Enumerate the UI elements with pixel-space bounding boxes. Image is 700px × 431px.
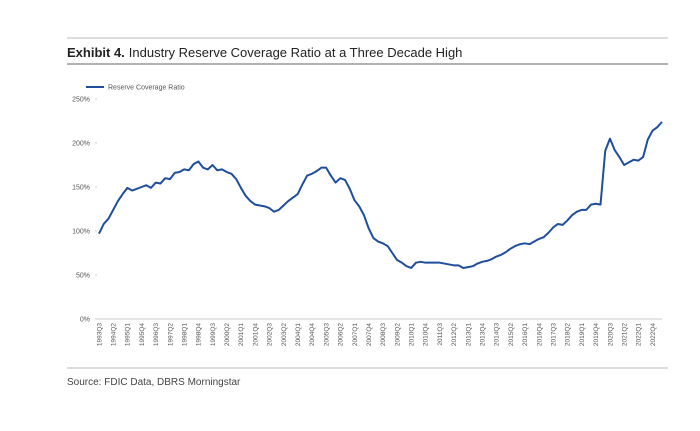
- x-tick-label: 1994Q2: [110, 323, 117, 347]
- x-tick-label: 1998Q4: [196, 323, 203, 347]
- y-tick-label: 0%: [80, 317, 90, 324]
- x-tick-label: 2006Q2: [338, 323, 345, 347]
- x-tick-label: 2009Q2: [394, 323, 401, 347]
- x-tick-label: 2014Q3: [494, 323, 501, 347]
- x-tick-label: 2000Q2: [224, 323, 231, 347]
- exhibit-label: Exhibit 4.: [67, 45, 125, 60]
- y-tick-label: 100%: [72, 229, 90, 236]
- x-tick-label: 2001Q4: [252, 323, 259, 347]
- y-tick-label: 50%: [76, 273, 90, 280]
- x-tick-label: 2010Q1: [409, 323, 416, 347]
- x-tick-label: 2001Q1: [238, 323, 245, 347]
- x-tick-label: 2016Q4: [536, 323, 543, 347]
- x-tick-label: 2012Q2: [451, 323, 458, 347]
- x-tick-label: 2018Q2: [565, 323, 572, 347]
- x-tick-label: 2010Q4: [423, 323, 430, 347]
- x-tick-label: 2013Q1: [465, 323, 472, 347]
- x-tick-label: 1995Q4: [139, 323, 146, 347]
- x-tick-label: 2011Q3: [437, 323, 444, 346]
- x-tick-label: 2022Q1: [636, 323, 643, 347]
- x-tick-label: 2020Q3: [607, 323, 614, 347]
- x-tick-label: 2004Q1: [295, 323, 302, 347]
- x-tick-label: 2004Q4: [309, 323, 316, 347]
- x-tick-label: 2005Q3: [323, 323, 330, 347]
- y-tick-label: 250%: [72, 97, 90, 104]
- x-tick-label: 2019Q4: [593, 323, 600, 347]
- x-tick-label: 2013Q4: [480, 323, 487, 347]
- x-tick-label: 1995Q1: [125, 323, 132, 347]
- legend-label: Reserve Coverage Ratio: [108, 85, 185, 92]
- x-tick-label: 2008Q3: [380, 323, 387, 347]
- source: Source: FDIC Data, DBRS Morningstar: [67, 377, 241, 388]
- x-tick-label: 2022Q4: [650, 323, 657, 347]
- y-tick-label: 200%: [72, 141, 90, 148]
- x-tick-label: 2015Q2: [508, 323, 515, 347]
- x-tick-label: 1998Q1: [181, 323, 188, 347]
- x-tick-label: 1997Q2: [167, 323, 174, 347]
- x-tick-label: 2002Q3: [267, 323, 274, 347]
- x-tick-label: 1996Q3: [153, 323, 160, 347]
- x-tick-label: 2021Q2: [621, 323, 628, 347]
- x-tick-label: 2003Q2: [281, 323, 288, 347]
- x-tick-label: 2007Q4: [366, 323, 373, 347]
- x-tick-label: 2016Q1: [522, 323, 529, 347]
- x-tick-label: 2019Q1: [579, 323, 586, 347]
- series-line: [98, 121, 663, 269]
- x-tick-label: 2017Q3: [550, 323, 557, 347]
- x-tick-label: 1999Q3: [210, 323, 217, 347]
- x-tick-label: 2007Q1: [352, 323, 359, 347]
- y-tick-label: 150%: [72, 185, 90, 192]
- x-tick-label: 1993Q3: [96, 323, 103, 347]
- title-text: Industry Reserve Coverage Ratio at a Thr…: [129, 45, 463, 60]
- chart-title: Exhibit 4. Industry Reserve Coverage Rati…: [67, 45, 462, 60]
